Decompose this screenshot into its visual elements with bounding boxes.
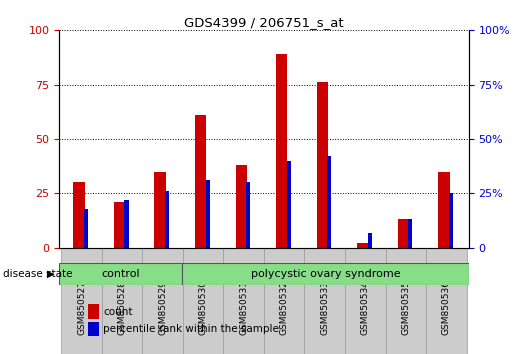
Text: GSM850536: GSM850536 xyxy=(442,280,451,335)
FancyBboxPatch shape xyxy=(345,248,386,354)
Text: GSM850531: GSM850531 xyxy=(239,280,248,335)
FancyBboxPatch shape xyxy=(304,248,345,354)
FancyBboxPatch shape xyxy=(142,248,183,354)
Text: GSM850533: GSM850533 xyxy=(320,280,329,335)
Text: GSM850534: GSM850534 xyxy=(361,280,370,335)
FancyBboxPatch shape xyxy=(59,263,182,285)
FancyBboxPatch shape xyxy=(426,248,467,354)
Bar xyxy=(398,219,409,248)
Text: ▶: ▶ xyxy=(46,269,54,279)
Text: count: count xyxy=(103,307,132,316)
Bar xyxy=(317,82,328,248)
FancyBboxPatch shape xyxy=(102,248,142,354)
Bar xyxy=(287,161,290,248)
Bar xyxy=(74,183,85,248)
Bar xyxy=(84,209,88,248)
FancyBboxPatch shape xyxy=(183,248,224,354)
Text: percentile rank within the sample: percentile rank within the sample xyxy=(103,324,279,334)
Bar xyxy=(357,244,369,248)
Text: GSM850530: GSM850530 xyxy=(199,280,208,335)
FancyBboxPatch shape xyxy=(264,248,304,354)
Text: GSM850528: GSM850528 xyxy=(117,280,127,335)
Bar xyxy=(246,183,250,248)
Bar xyxy=(327,156,331,248)
Bar xyxy=(438,172,450,248)
Text: polycystic ovary syndrome: polycystic ovary syndrome xyxy=(250,269,400,279)
Bar xyxy=(195,115,207,248)
Bar xyxy=(276,54,287,248)
FancyBboxPatch shape xyxy=(224,248,264,354)
Text: control: control xyxy=(101,269,140,279)
Title: GDS4399 / 206751_s_at: GDS4399 / 206751_s_at xyxy=(184,16,344,29)
Text: GSM850527: GSM850527 xyxy=(77,280,86,335)
Bar xyxy=(205,180,210,248)
Bar xyxy=(165,191,169,248)
Bar xyxy=(368,233,372,248)
Text: disease state: disease state xyxy=(3,269,72,279)
Bar xyxy=(235,165,247,248)
Text: GSM850532: GSM850532 xyxy=(280,280,289,335)
Bar xyxy=(125,200,129,248)
Bar xyxy=(154,172,166,248)
Text: GSM850535: GSM850535 xyxy=(401,280,410,335)
FancyBboxPatch shape xyxy=(386,248,426,354)
Bar xyxy=(114,202,125,248)
FancyBboxPatch shape xyxy=(182,263,469,285)
Bar xyxy=(449,193,453,248)
Text: GSM850529: GSM850529 xyxy=(158,280,167,335)
Bar xyxy=(408,219,413,248)
FancyBboxPatch shape xyxy=(61,248,102,354)
